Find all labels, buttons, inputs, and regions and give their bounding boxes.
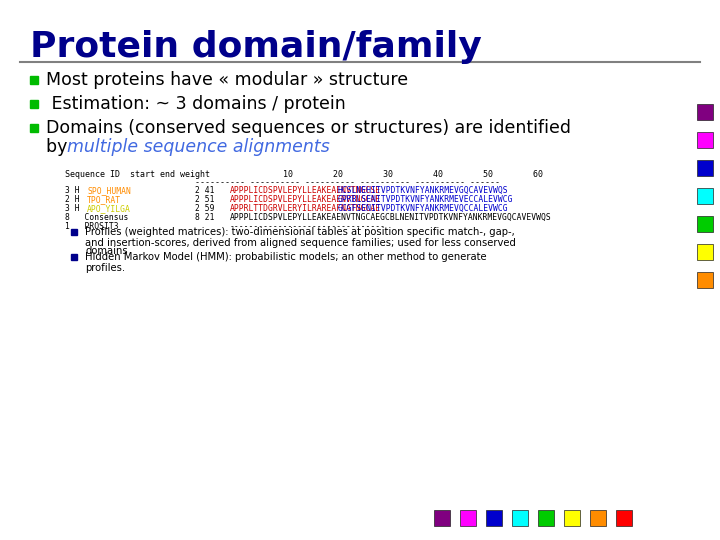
Text: Domains (conserved sequences or structures) are identified: Domains (conserved sequences or structur… [46, 119, 571, 137]
Text: HCSLNEHITVPDTKVNFYANKRMEVGQCAVEVWQS: HCSLNEHITVPDTKVNFYANKRMEVGQCAVEVWQS [338, 186, 508, 195]
Text: 3 H: 3 H [65, 186, 80, 195]
Bar [697, 104, 713, 120]
Text: profiles.: profiles. [85, 263, 125, 273]
Bar [697, 188, 713, 204]
Text: Sequence ID  start end weight: Sequence ID start end weight [65, 170, 210, 179]
Text: 8 21: 8 21 [195, 213, 215, 222]
Text: 2 51: 2 51 [195, 195, 215, 204]
Text: Profiles (weighted matrices): two-dimensional tables at position specific match-: Profiles (weighted matrices): two-dimens… [85, 227, 515, 237]
Bar [616, 510, 632, 526]
Bar [30, 100, 38, 108]
Text: GPRBLSENITVPDTKVNFYANKRMEVECCALEVWCG: GPRBLSENITVPDTKVNFYANKRMEVECCALEVWCG [338, 195, 513, 204]
Text: 8   Consensus: 8 Consensus [65, 213, 128, 222]
Text: 2 59: 2 59 [195, 204, 215, 213]
Text: APPPLICDSPVLEPYLLEAKEAENVTNGCAE: APPPLICDSPVLEPYLLEAKEAENVTNGCAE [230, 195, 381, 204]
Text: TPO_RAT: TPO_RAT [87, 195, 121, 204]
Text: APPPLICDSPVLEPYLLEAKEAENVTNGCAEGCBLNENITVPDTKVNFYANKRMEVGQCAVEVWQS: APPPLICDSPVLEPYLLEAKEAENVTNGCAEGCBLNENIT… [230, 213, 552, 222]
Bar [564, 510, 580, 526]
Bar [434, 510, 450, 526]
Text: 10        20        30        40        50        60: 10 20 30 40 50 60 [283, 170, 543, 179]
Bar [30, 76, 38, 84]
Text: domains: domains [85, 246, 127, 256]
Text: by: by [46, 138, 73, 156]
Text: APPRLTTDGRVLERYILRAREAFNATNGCAE: APPRLTTDGRVLERYILRAREAFNATNGCAE [230, 204, 381, 213]
Text: and insertion-scores, derived from aligned sequence families; used for less cons: and insertion-scores, derived from align… [85, 238, 516, 248]
Bar [460, 510, 476, 526]
Text: SPO_HUMAN: SPO_HUMAN [87, 186, 131, 195]
Bar [512, 510, 528, 526]
Bar [486, 510, 502, 526]
Text: Protein domain/family: Protein domain/family [30, 30, 482, 64]
Text: Most proteins have « modular » structure: Most proteins have « modular » structure [46, 71, 408, 89]
Text: ---------- ---------- ---------- ---------- ---------- ------: ---------- ---------- ---------- -------… [195, 178, 500, 187]
Text: APO_YILGA: APO_YILGA [87, 204, 131, 213]
Bar [697, 216, 713, 232]
Text: multiple sequence alignments: multiple sequence alignments [67, 138, 330, 156]
Bar [71, 229, 77, 235]
Text: Hidden Markov Model (HMM): probabilistic models; an other method to generate: Hidden Markov Model (HMM): probabilistic… [85, 252, 487, 262]
Text: 2 H: 2 H [65, 195, 80, 204]
Text: APPPLICDSPVLEPYLLEAKEAENVTNGCSE: APPPLICDSPVLEPYLLEAKEAENVTNGCSE [230, 186, 381, 195]
Bar [697, 160, 713, 176]
Bar [697, 132, 713, 148]
Text: 2 41: 2 41 [195, 186, 215, 195]
Bar [697, 244, 713, 260]
Bar [71, 254, 77, 260]
Bar [590, 510, 606, 526]
Text: GCGFSENITVPDTKVNFYANKRMEVQCCALEVWCG: GCGFSENITVPDTKVNFYANKRMEVQCCALEVWCG [338, 204, 508, 213]
Text: Estimation: ~ 3 domains / protein: Estimation: ~ 3 domains / protein [46, 95, 346, 113]
Bar [697, 272, 713, 288]
Text: 1   PROSIT3: 1 PROSIT3 [65, 222, 119, 231]
Bar [30, 124, 38, 132]
Text: --------------------------------: -------------------------------- [230, 222, 386, 231]
Text: 3 H: 3 H [65, 204, 80, 213]
Bar [538, 510, 554, 526]
